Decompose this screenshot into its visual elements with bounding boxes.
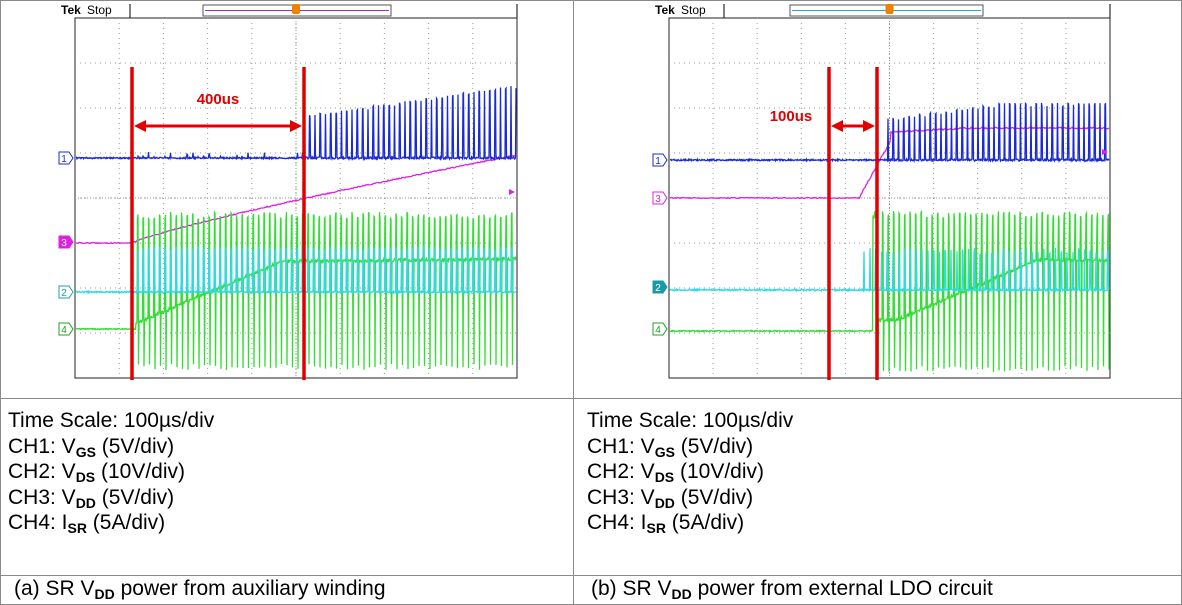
ch4-label: CH4: ISR (5A/div) — [8, 511, 166, 536]
ch2-label: CH2: VDS (10V/div) — [587, 460, 765, 485]
arrow-head-left — [831, 120, 843, 132]
ch1-label: CH1: VGS (5V/div) — [8, 434, 175, 460]
arrow-head-left — [134, 120, 146, 132]
channel-marker-4: 4 — [58, 322, 74, 336]
table-border-middle — [573, 0, 574, 605]
ch1-vgs-trace — [669, 101, 1110, 163]
table-border-caption — [0, 575, 1182, 576]
channel-marker-label: 3 — [655, 194, 661, 205]
trigger-position-icon — [885, 4, 894, 14]
time-scale-label: Time Scale: 100µs/div — [8, 409, 215, 432]
ch4-isr-trace — [669, 209, 1110, 373]
table-border-top — [0, 0, 1182, 1]
interval-annotation: 100us — [770, 108, 813, 125]
time-scale-label: Time Scale: 100µs/div — [587, 409, 794, 432]
ch1-vgs-trace — [75, 86, 517, 162]
channel-marker-1: 1 — [652, 153, 668, 167]
channel-marker-2: 2 — [652, 280, 668, 294]
channel-marker-label: 1 — [61, 154, 67, 165]
scope-status-label: Stop — [87, 3, 112, 17]
channel-legend-a: Time Scale: 100µs/div CH1: VGS (5V/div) … — [8, 408, 214, 536]
ch2-vds-trace — [75, 244, 517, 295]
ch3-label: CH3: VDD (5V/div) — [8, 485, 175, 511]
scope-status-label: Stop — [681, 3, 706, 17]
channel-marker-3: 3 — [652, 191, 668, 205]
arrow-head-right — [290, 120, 302, 132]
interval-annotation: 400us — [197, 91, 240, 108]
ch4-label: CH4: ISR (5A/div) — [587, 511, 745, 536]
scope-brand-label: Tek — [655, 3, 675, 17]
channel-marker-label: 2 — [61, 288, 67, 299]
trigger-position-icon — [292, 4, 300, 14]
channel-marker-label: 4 — [61, 325, 67, 336]
arrow-head-right — [863, 120, 875, 132]
caption-a: (a) SR VDD power from auxiliary winding — [14, 577, 386, 602]
scope-screen-b: TekStopT1324100us — [652, 3, 1111, 380]
table-border-row — [0, 398, 1182, 399]
ch3-label: CH3: VDD (5V/div) — [587, 485, 754, 511]
channel-marker-label: 3 — [61, 238, 67, 249]
ch2-label: CH2: VDS (10V/div) — [8, 460, 186, 485]
ch4-isr-trace — [76, 209, 517, 371]
ch2-vds-trace — [669, 247, 1110, 293]
channel-marker-2: 2 — [58, 285, 74, 299]
channel-marker-label: 2 — [655, 283, 661, 294]
caption-b: (b) SR VDD power from external LDO circu… — [591, 577, 993, 602]
channel-marker-3: 3 — [58, 235, 74, 249]
channel-marker-label: 4 — [655, 325, 661, 336]
scope-screen-a: TekStopT1324400us — [58, 3, 518, 380]
channel-legend-b: Time Scale: 100µs/div CH1: VGS (5V/div) … — [587, 408, 793, 536]
table-border-left — [0, 0, 1, 605]
scope-brand-label: Tek — [61, 3, 81, 17]
channel-marker-label: 1 — [655, 156, 661, 167]
ch1-label: CH1: VGS (5V/div) — [587, 434, 754, 460]
channel-marker-4: 4 — [652, 322, 668, 336]
channel-marker-1: 1 — [58, 151, 74, 165]
ch3-reference-icon — [509, 189, 515, 195]
ch3-reference-icon — [1102, 149, 1108, 155]
